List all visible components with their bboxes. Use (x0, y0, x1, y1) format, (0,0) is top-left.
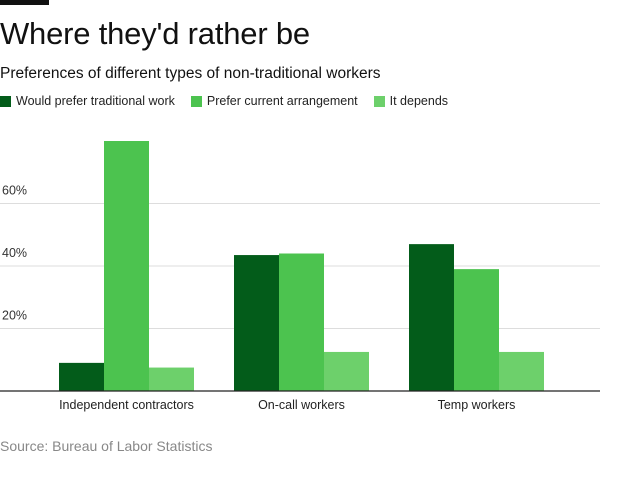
legend-label-traditional: Would prefer traditional work (16, 94, 175, 108)
bar (149, 367, 194, 391)
top-accent-bar (0, 0, 49, 5)
chart-title: Where they'd rather be (0, 16, 310, 51)
bar (499, 351, 544, 391)
legend-swatch-depends (373, 95, 385, 107)
axes: Independent contractors On-call workers Te… (0, 390, 600, 412)
gridlines: 20% 40% 60% (0, 184, 600, 329)
source-note: Source: Bureau of Labor Statistics (0, 438, 213, 454)
y-tick-label: 60% (2, 184, 27, 198)
legend-swatch-current (190, 95, 202, 107)
legend-swatch-traditional (0, 95, 11, 107)
legend: Would prefer traditional work Prefer cur… (0, 94, 464, 108)
y-tick-label: 20% (2, 309, 27, 323)
x-tick-label: Independent contractors (59, 398, 194, 412)
bar (454, 269, 499, 391)
bar (324, 351, 369, 391)
x-tick-label: Temp workers (438, 398, 516, 412)
bars (59, 141, 544, 391)
bar (104, 141, 149, 391)
bar (279, 253, 324, 391)
legend-item-traditional: Would prefer traditional work (0, 94, 175, 108)
legend-label-current: Prefer current arrangement (206, 94, 358, 108)
bar (234, 255, 279, 391)
legend-label-depends: It depends (389, 94, 449, 108)
y-tick-label: 40% (2, 246, 27, 260)
legend-item-depends: It depends (373, 94, 449, 108)
x-tick-label: On-call workers (258, 398, 345, 412)
legend-item-current: Prefer current arrangement (190, 94, 358, 108)
bar (409, 244, 454, 391)
bar (59, 362, 104, 391)
chart-subtitle: Preferences of different types of non-tr… (0, 65, 381, 82)
